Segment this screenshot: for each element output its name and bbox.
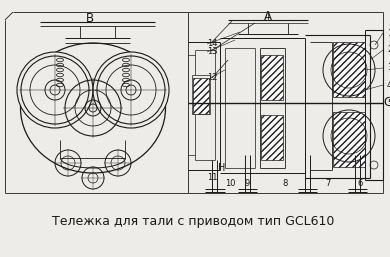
Text: C: C — [383, 96, 390, 109]
Text: 7: 7 — [325, 179, 331, 188]
Bar — [333, 112, 365, 167]
Circle shape — [17, 52, 93, 128]
Bar — [193, 78, 209, 114]
Bar — [261, 55, 283, 100]
Text: 8: 8 — [282, 179, 288, 188]
Text: A: A — [264, 11, 272, 23]
Text: 12: 12 — [207, 74, 218, 82]
Text: B: B — [86, 12, 94, 24]
Text: 11: 11 — [207, 173, 218, 182]
Bar — [333, 42, 365, 97]
Bar — [192, 99, 210, 106]
Ellipse shape — [21, 43, 165, 173]
Bar — [192, 91, 210, 98]
Text: Тележка для тали с приводом тип GCL610: Тележка для тали с приводом тип GCL610 — [52, 216, 334, 228]
Text: H: H — [218, 163, 226, 173]
Text: 13: 13 — [207, 47, 218, 56]
Text: 10: 10 — [225, 179, 235, 188]
Text: 5: 5 — [387, 98, 390, 107]
Bar — [192, 83, 210, 90]
Text: 3: 3 — [387, 63, 390, 72]
Text: 1: 1 — [387, 29, 390, 38]
Circle shape — [93, 52, 169, 128]
Text: 9: 9 — [245, 179, 250, 188]
Text: 4: 4 — [387, 80, 390, 89]
Bar — [261, 115, 283, 160]
Text: 6: 6 — [357, 179, 363, 188]
Text: 14: 14 — [207, 39, 218, 48]
Text: 2: 2 — [387, 45, 390, 54]
Bar — [192, 75, 210, 82]
Bar — [192, 107, 210, 114]
